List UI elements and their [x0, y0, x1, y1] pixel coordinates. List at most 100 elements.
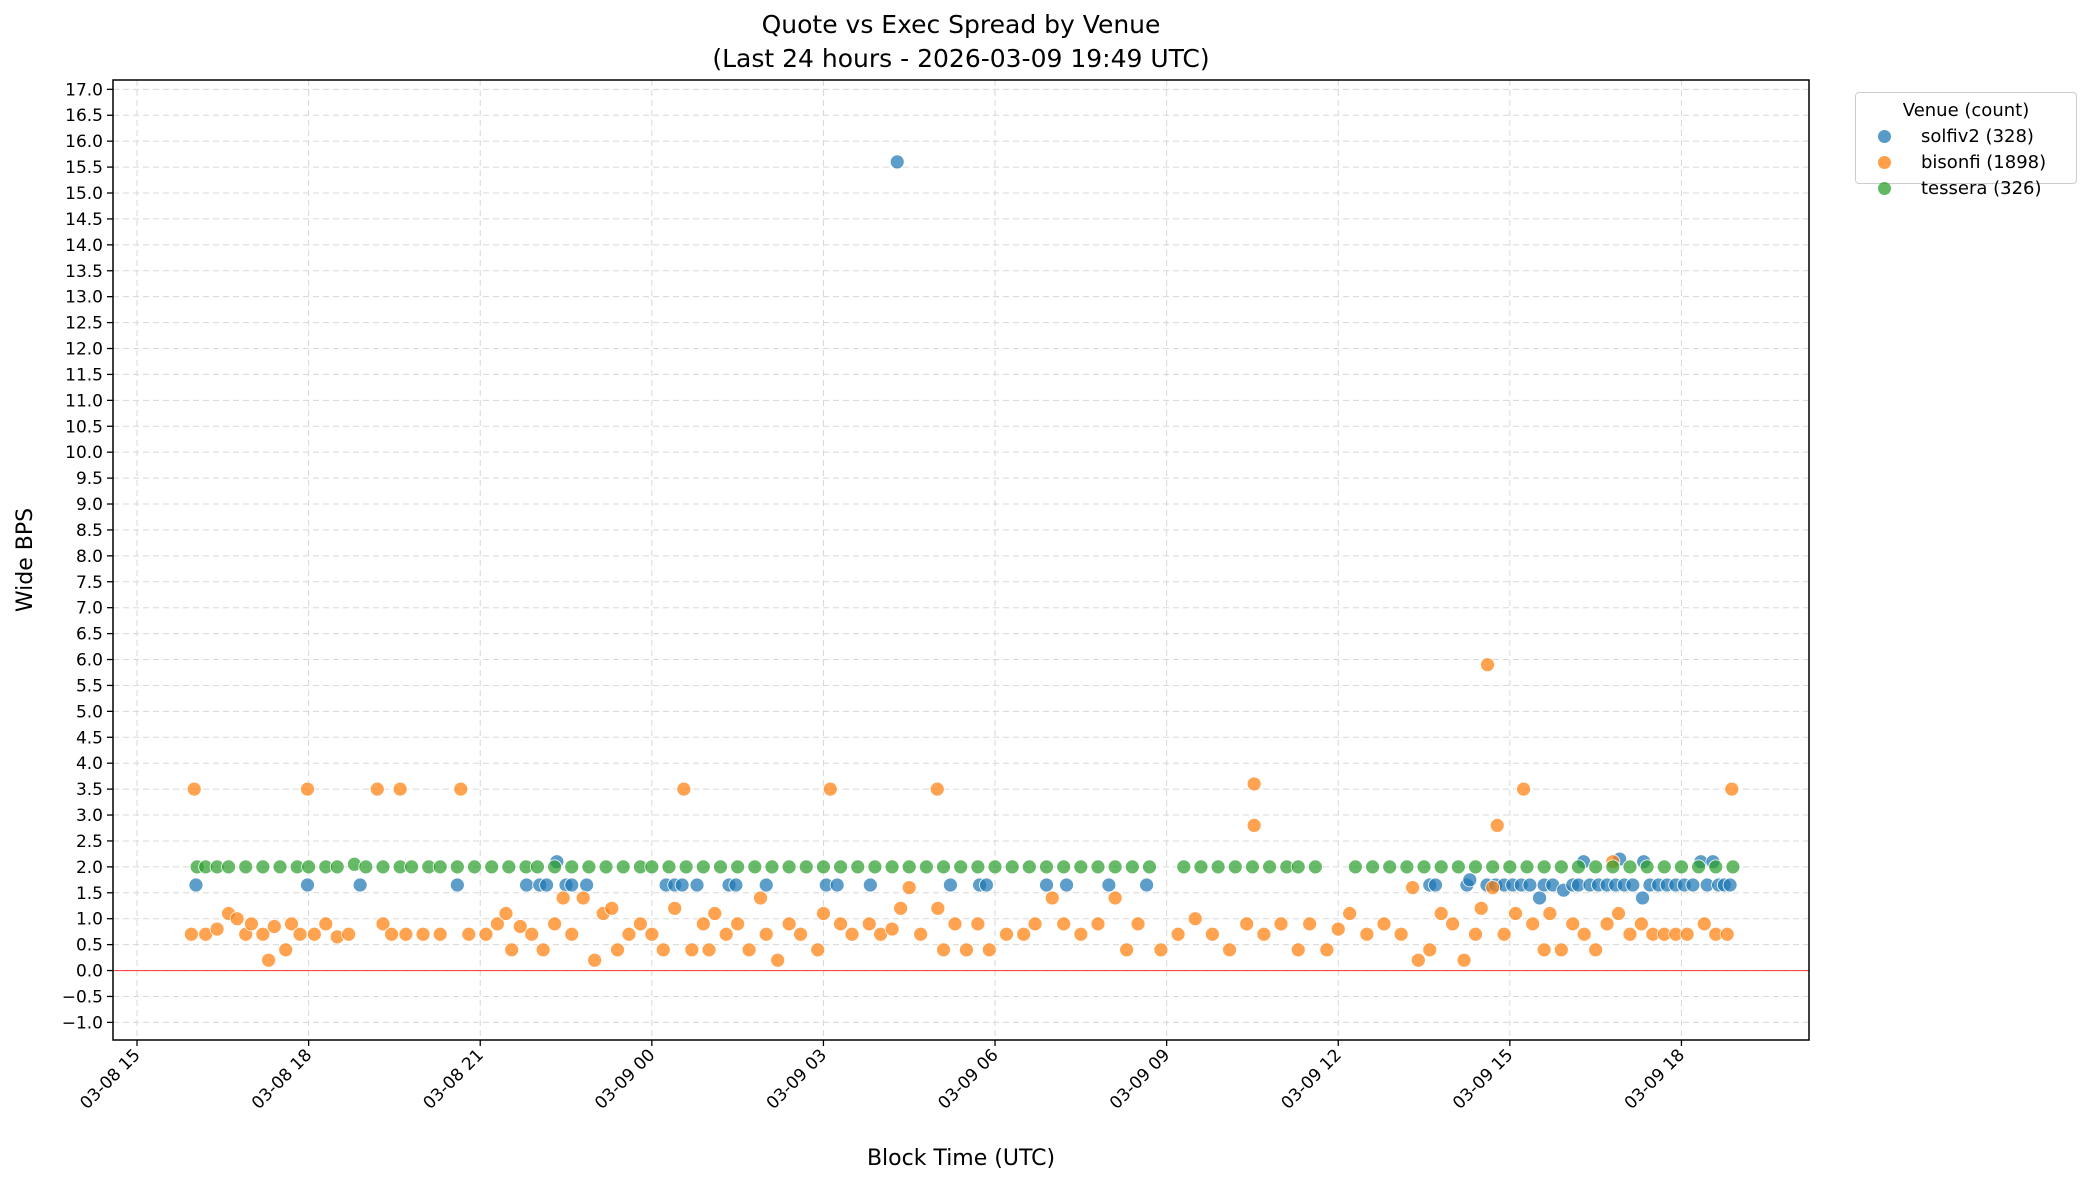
data-point [695, 916, 711, 932]
data-point [913, 926, 929, 942]
data-point [1656, 859, 1672, 875]
data-point [272, 859, 288, 875]
data-point [369, 781, 385, 797]
data-point [655, 942, 671, 958]
data-point [579, 877, 595, 893]
data-point [1187, 911, 1203, 927]
data-point [547, 859, 562, 875]
data-point [1639, 859, 1655, 875]
data-point [539, 877, 554, 893]
data-point [781, 916, 797, 932]
legend-marker-icon [1878, 130, 1891, 143]
y-tick-label: 17.0 [65, 80, 103, 100]
y-tick-label: 8.5 [76, 521, 103, 541]
data-point [718, 926, 734, 942]
y-tick-label: 16.0 [65, 132, 103, 152]
data-point [1342, 906, 1358, 921]
data-point [461, 926, 477, 942]
data-point [1107, 859, 1123, 875]
y-tick-label: 8.0 [76, 547, 103, 567]
data-point [384, 926, 399, 942]
data-point [929, 781, 945, 797]
data-point [758, 926, 774, 942]
data-point [970, 916, 986, 932]
chart-title: Quote vs Exec Spread by Venue [761, 10, 1161, 39]
data-point [1565, 916, 1581, 932]
data-point [1525, 916, 1541, 932]
data-point [1142, 859, 1157, 875]
data-point [943, 877, 958, 893]
data-point [987, 859, 1003, 875]
series-tessera [189, 856, 1741, 875]
y-tick-label: 7.5 [76, 573, 103, 593]
data-point [1016, 926, 1032, 942]
data-point [730, 859, 746, 875]
data-point [375, 916, 391, 932]
data-point [392, 781, 408, 797]
data-point [261, 952, 276, 968]
y-tick-label: 16.5 [65, 106, 103, 126]
y-tick-label: 3.0 [76, 806, 103, 826]
data-point [300, 781, 315, 797]
data-point [959, 942, 974, 958]
data-point [1139, 877, 1155, 893]
data-point [741, 942, 757, 958]
data-point [1588, 859, 1604, 875]
data-point [667, 900, 683, 916]
data-point [1039, 859, 1054, 875]
data-point [1691, 859, 1707, 875]
data-point [547, 916, 562, 932]
data-point [484, 859, 500, 875]
data-point [798, 859, 814, 875]
y-tick-label: 3.5 [76, 780, 103, 800]
x-tick-label: 03-09 18 [1621, 1045, 1689, 1113]
data-point [188, 877, 204, 893]
data-point [432, 859, 448, 875]
data-point [1056, 859, 1072, 875]
data-point [238, 859, 254, 875]
data-point [884, 921, 900, 937]
data-point [432, 926, 448, 942]
y-tick-label: 10.5 [65, 417, 103, 437]
data-point [1508, 906, 1523, 921]
legend-title: Venue (count) [1902, 100, 2030, 121]
y-tick-label: 10.0 [65, 443, 103, 463]
data-point [1719, 926, 1735, 942]
chart-subtitle: (Last 24 hours - 2026-03-09 19:49 UTC) [712, 44, 1210, 73]
data-point [644, 926, 660, 942]
data-point [728, 877, 744, 893]
x-axis-label: Block Time (UTC) [867, 1146, 1055, 1171]
data-point [610, 942, 625, 958]
data-point [695, 859, 711, 875]
data-point [893, 900, 909, 916]
data-point [1571, 859, 1586, 875]
data-point [1044, 890, 1060, 906]
data-point [1090, 916, 1106, 932]
data-point [1256, 926, 1272, 942]
y-tick-label: 13.0 [65, 288, 103, 308]
data-point [707, 906, 723, 921]
data-point [1193, 859, 1209, 875]
y-tick-label: 9.0 [76, 495, 103, 515]
data-point [1347, 859, 1363, 875]
data-point [884, 859, 900, 875]
data-point [1468, 926, 1483, 942]
data-point [1489, 817, 1505, 833]
data-point [555, 890, 571, 906]
data-point [1262, 859, 1277, 875]
data-point [512, 919, 528, 934]
data-point [684, 942, 700, 958]
data-point [632, 916, 648, 932]
data-point [1319, 942, 1335, 958]
data-point [1330, 921, 1346, 937]
data-point [829, 877, 845, 893]
data-point [535, 942, 551, 958]
data-point [278, 942, 294, 958]
data-point [1290, 859, 1306, 875]
data-point [1124, 859, 1140, 875]
y-tick-label: 1.0 [76, 910, 103, 930]
data-point [1405, 880, 1420, 896]
data-point [1485, 859, 1501, 875]
data-point [1246, 776, 1262, 792]
